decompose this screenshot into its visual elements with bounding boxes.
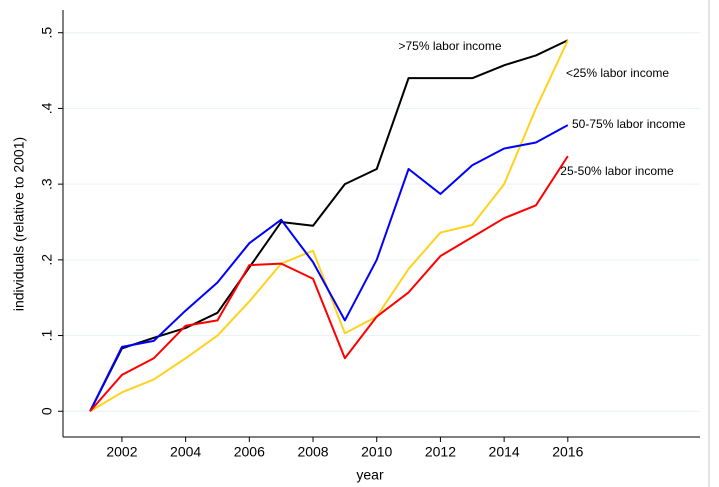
y-tick-label: .2: [39, 254, 55, 266]
series-line: [89, 39, 569, 412]
x-tick-label: 2004: [170, 444, 201, 460]
x-tick-label: 2014: [489, 444, 520, 460]
series-label: <25% labor income: [566, 66, 669, 80]
series-line: [89, 155, 569, 412]
series-label: >75% labor income: [398, 39, 501, 53]
x-tick-label: 2010: [361, 444, 392, 460]
y-tick-label: .4: [39, 102, 55, 114]
series-label: 25-50% labor income: [560, 164, 674, 178]
y-tick-label: .1: [39, 330, 55, 342]
x-tick-label: 2002: [106, 444, 137, 460]
x-tick-label: 2016: [552, 444, 583, 460]
x-tick-label: 2006: [234, 444, 265, 460]
y-tick-label: .5: [39, 27, 55, 39]
x-tick-label: 2012: [425, 444, 456, 460]
y-tick-label: .3: [39, 178, 55, 190]
y-tick-label: 0: [39, 407, 55, 415]
x-axis-title: year: [356, 467, 384, 483]
y-axis-title: individuals (relative to 2001): [11, 137, 27, 311]
series-line: [89, 124, 569, 412]
series-label: 50-75% labor income: [572, 117, 686, 131]
x-tick-label: 2008: [297, 444, 328, 460]
